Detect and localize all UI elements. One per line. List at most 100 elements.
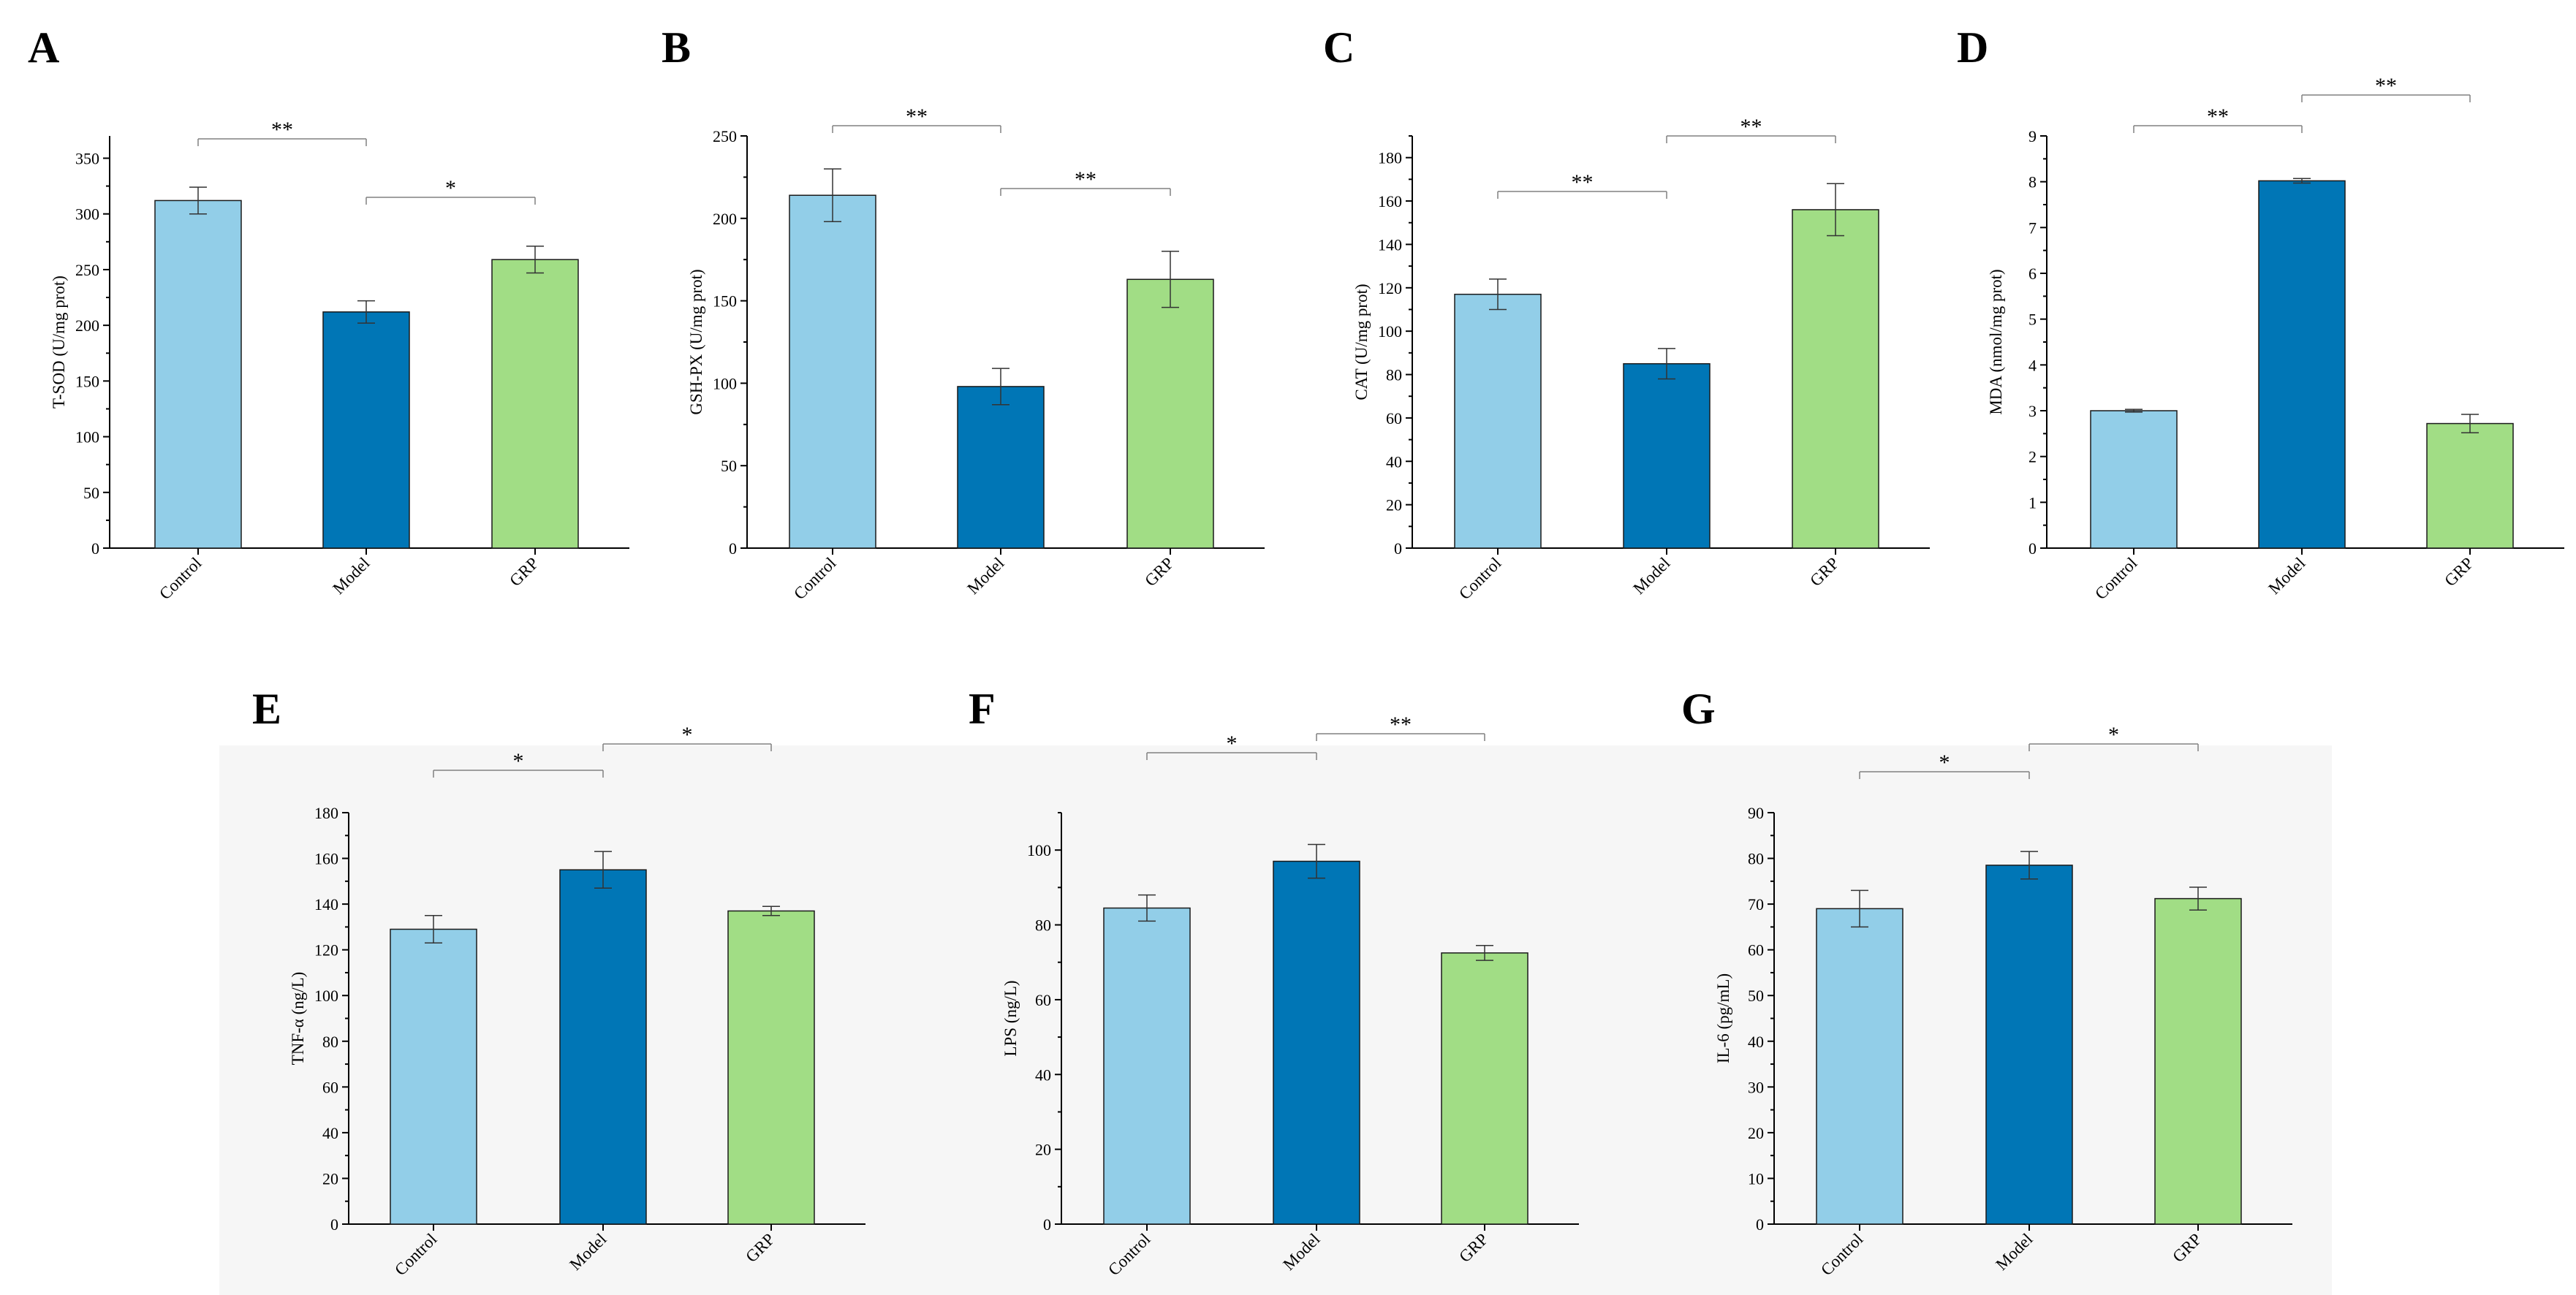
panel-g-y-tick-label: 20 [1748,1124,1764,1142]
panel-d-y-tick-label: 9 [2028,127,2037,145]
panel-c-y-tick-label: 100 [1378,322,1402,341]
panel-c-y-tick-label: 120 [1378,279,1402,297]
panel-c-bar-model [1623,362,1711,549]
panel-d-bar-model [2258,180,2346,549]
panel-b-y-tick-label: 50 [721,457,737,475]
panel-f-bar-control [1103,907,1191,1225]
panel-a-y-tick-label: 150 [75,372,99,390]
panel-e-bar-model [559,869,647,1225]
panel-f-letter: F [969,685,996,733]
panel-a-y-tick-label: 50 [83,484,99,502]
panel-e-y-tick-label: 20 [322,1169,338,1188]
panel-a-bar-model [322,311,410,549]
panel-c-category-label: Control [1455,554,1504,603]
panel-e-y-tick-label: 60 [322,1078,338,1096]
panel-d-y-tick-label: 4 [2028,356,2037,374]
panel-b-y-axis-title: GSH-PX (U/mg prot) [687,269,705,414]
panel-b-category-label: Control [790,554,839,603]
panel-d-y-tick-label: 7 [2028,219,2037,237]
panel-d-y-tick-label: 6 [2028,265,2037,283]
panel-e-bar-grp [727,910,815,1225]
panel-f-sig-label: ** [1390,713,1412,737]
panel-c-y-tick-label: 140 [1378,235,1402,254]
panel-c-sig-label: ** [1572,170,1594,194]
panel-g-y-tick-label: 30 [1748,1078,1764,1096]
panel-e-sig-label: * [513,749,524,773]
panel-b-y-tick-label: 200 [713,210,737,228]
panel-e-y-tick-label: 0 [330,1215,338,1234]
panel-g-y-tick-label: 70 [1748,895,1764,914]
panel-f-bar-grp [1441,952,1528,1225]
panel-g-letter: G [1681,685,1716,733]
panel-g-bar-model [1985,865,2073,1225]
panel-a-y-tick-label: 0 [91,539,99,558]
panel-a-letter: A [28,23,59,72]
panel-g-y-tick-label: 50 [1748,987,1764,1005]
panel-c-y-axis-title: CAT (U/mg prot) [1352,284,1371,400]
panel-c-y-tick-label: 80 [1386,366,1402,384]
panel-c-category-label: Model [1629,554,1673,598]
panel-a-category-label: GRP [506,554,542,590]
panel-b-y-tick-label: 0 [729,539,737,558]
panel-e-y-tick-label: 100 [314,987,338,1005]
panel-f-y-tick-label: 80 [1035,916,1051,935]
panel-b-y-tick-label: 100 [713,374,737,392]
panel-a-sig-label: ** [271,118,293,142]
panel-f-y-tick-label: 20 [1035,1141,1051,1159]
panel-b-bar-control [789,194,876,549]
panel-c-letter: C [1323,23,1355,72]
panel-d-letter: D [1957,23,1988,72]
panel-b-y-tick-label: 150 [713,292,737,311]
panel-g-sig-label: * [1939,751,1950,775]
panel-d-y-tick-label: 8 [2028,173,2037,191]
panel-a-category-label: Model [329,554,373,598]
panel-d-category-label: GRP [2441,554,2477,590]
panel-c-category-label: GRP [1806,554,1842,590]
panel-d-sig-label: ** [2375,74,2397,98]
panel-a-y-axis-title: T-SOD (U/mg prot) [50,276,68,409]
panel-g-bar-control [1816,908,1903,1225]
panel-e-y-tick-label: 160 [314,850,338,868]
panel-d-bar-control [2090,410,2178,549]
panel-a-y-tick-label: 100 [75,428,99,447]
panel-f-sig-label: * [1227,732,1238,756]
panel-g-sig-label: * [2108,723,2119,747]
panel-e-bar-control [390,928,477,1225]
panel-a-sig-label: * [445,176,456,200]
panel-a-y-tick-label: 250 [75,261,99,279]
panel-g-y-tick-label: 60 [1748,941,1764,960]
panel-d-category-label: Model [2265,554,2308,598]
panel-g-bar-grp [2154,897,2242,1225]
panel-g-y-axis-title: IL-6 (pg/mL) [1714,973,1732,1063]
panel-b-y-tick-label: 250 [713,127,737,145]
panel-e-letter: E [252,685,281,733]
panel-c-y-tick-label: 60 [1386,409,1402,428]
panel-e-y-axis-title: TNF-α (ng/L) [289,972,307,1066]
panel-a-category-label: Control [156,554,205,603]
panel-c-y-tick-label: 160 [1378,192,1402,210]
panel-e-sig-label: * [682,723,693,747]
panel-a-bar-grp [491,259,579,549]
panel-d-sig-label: ** [2207,105,2229,129]
panel-b-bar-model [957,386,1045,549]
panel-b-category-label: Model [963,554,1007,598]
panel-a-y-tick-label: 300 [75,205,99,224]
panel-e-y-tick-label: 120 [314,941,338,960]
panel-c-y-tick-label: 180 [1378,149,1402,167]
panel-e-y-tick-label: 180 [314,804,338,822]
panel-g-y-tick-label: 0 [1756,1215,1764,1234]
panel-f-y-axis-title: LPS (ng/L) [1001,980,1020,1056]
panel-f-bar-model [1273,860,1360,1225]
panel-f-y-tick-label: 0 [1043,1215,1051,1234]
panel-d-y-tick-label: 5 [2028,311,2037,329]
panel-d-category-label: Control [2091,554,2140,603]
panel-d-bar-grp [2426,422,2514,549]
panel-g-y-tick-label: 10 [1748,1169,1764,1188]
panel-e-y-tick-label: 80 [322,1033,338,1051]
panel-c-sig-label: ** [1740,115,1762,139]
panel-b-letter: B [662,23,691,72]
panel-d-y-axis-title: MDA (nmol/mg prot) [1987,269,2005,414]
panel-f-y-tick-label: 40 [1035,1066,1051,1084]
